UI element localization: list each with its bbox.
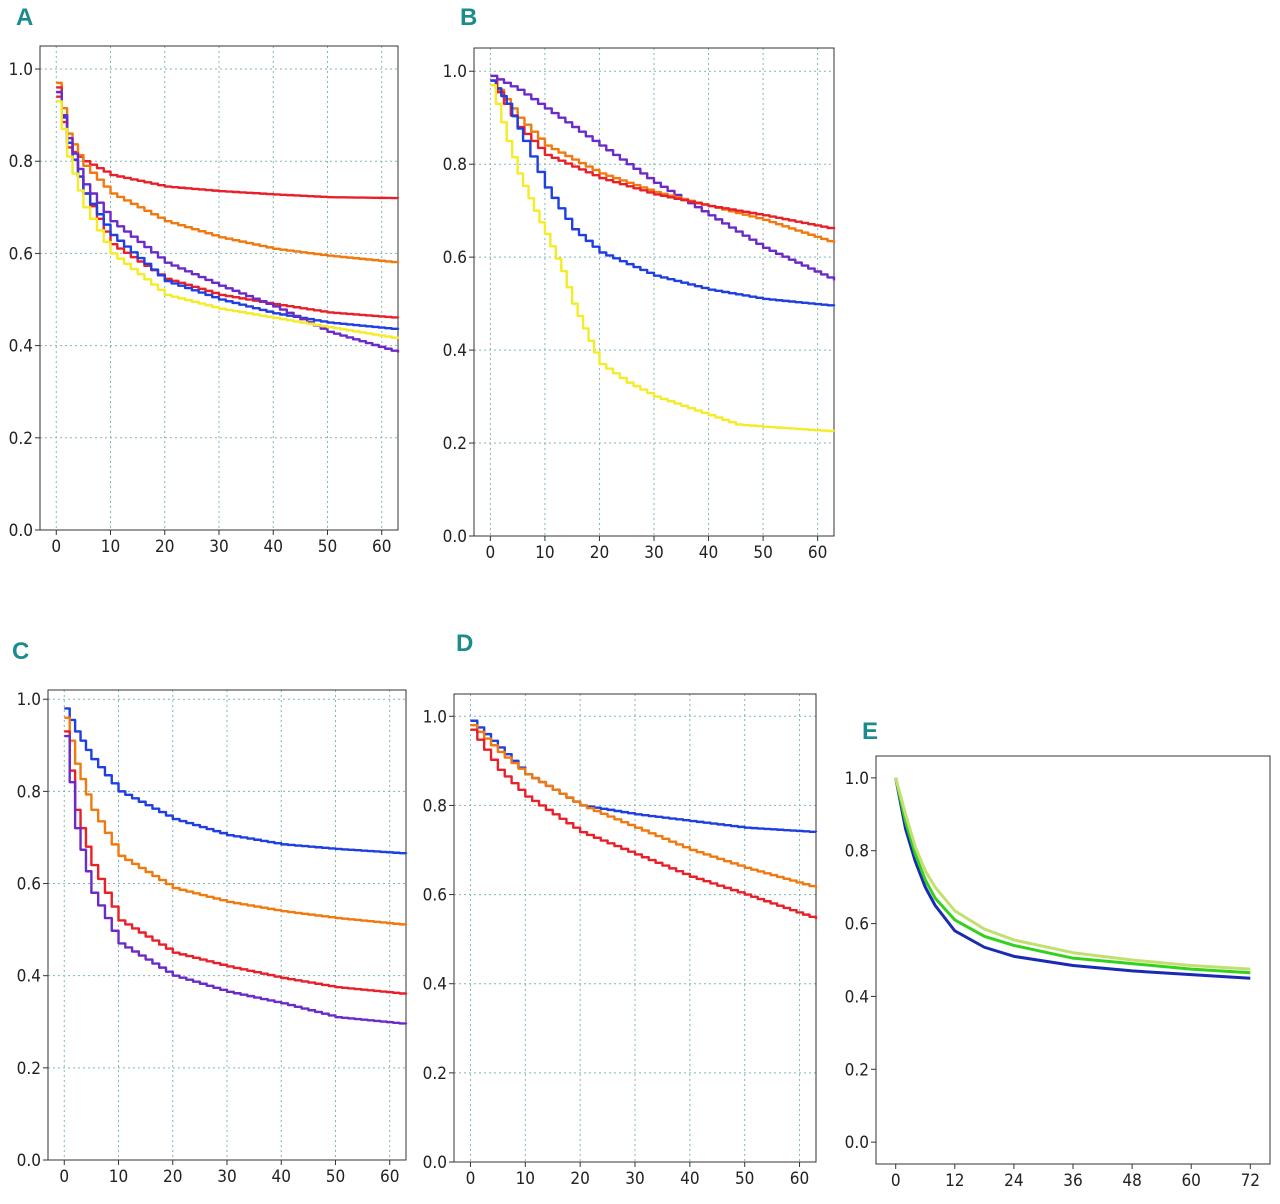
x-tick-label: 30 xyxy=(625,1169,644,1189)
chart-panel-c: 0 10 20 30 40 50 60 0.0 0.2 0.4 0.6 0.8 1.0 xyxy=(17,689,408,1187)
x-tick-label: 30 xyxy=(217,1167,236,1187)
series-line-blue xyxy=(64,707,408,855)
y-tick-label: 1.0 xyxy=(423,707,447,727)
x-tick-label: 20 xyxy=(155,537,174,557)
y-tick-label: 0.8 xyxy=(845,842,869,862)
x-tick-label: 10 xyxy=(516,1169,535,1189)
x-tick-label: 10 xyxy=(109,1167,128,1187)
series-line-orange xyxy=(64,716,408,926)
x-tick-label: 0 xyxy=(466,1169,476,1189)
x-tick-label: 0 xyxy=(51,537,61,557)
x-tick-label: 60 xyxy=(808,543,827,563)
series-line-yellow xyxy=(56,100,400,339)
x-tick-label: 72 xyxy=(1241,1171,1260,1191)
x-tick-label: 50 xyxy=(326,1167,345,1187)
x-tick-label: 40 xyxy=(264,537,283,557)
y-tick-label: 0.6 xyxy=(9,244,33,264)
series-line-blue xyxy=(470,719,818,833)
y-tick-label: 1.0 xyxy=(443,62,467,82)
panel-letter-d: D xyxy=(456,630,474,657)
y-tick-label: 0.4 xyxy=(17,967,41,987)
series-line-green xyxy=(894,777,1251,975)
y-tick-label: 0.4 xyxy=(9,337,33,357)
chart-panel-e: 0 12 24 36 48 60 72 0.0 0.2 0.4 0.6 0.8 1.0 xyxy=(845,755,1271,1191)
x-tick-label: 60 xyxy=(1181,1171,1200,1191)
y-tick-label: 0.6 xyxy=(17,875,41,895)
y-tick-label: 0.0 xyxy=(443,527,467,547)
y-tick-label: 0.2 xyxy=(17,1059,41,1079)
series-line-red xyxy=(56,86,400,319)
y-tick-label: 0.0 xyxy=(9,521,33,541)
y-tick-label: 0.0 xyxy=(17,1151,41,1171)
y-tick-label: 0.6 xyxy=(443,248,467,268)
series-line-purple xyxy=(56,90,400,353)
x-tick-label: 40 xyxy=(680,1169,699,1189)
series-line-red xyxy=(64,730,408,995)
x-tick-label: 0 xyxy=(485,543,495,563)
series-line-red xyxy=(56,95,400,200)
series-line-orange xyxy=(490,79,836,244)
x-tick-label: 0 xyxy=(59,1167,69,1187)
panel-letter-b: B xyxy=(460,4,478,31)
chart-panel-a: 0 10 20 30 40 50 60 0.0 0.2 0.4 0.6 0.8 1.0 xyxy=(9,45,400,557)
plot-frame xyxy=(473,47,835,537)
x-tick-label: 10 xyxy=(535,543,554,563)
x-tick-label: 60 xyxy=(372,537,391,557)
panel-letter-a: A xyxy=(16,4,34,31)
plot-frame xyxy=(875,755,1271,1165)
y-tick-label: 0.8 xyxy=(423,796,447,816)
series-line-purple xyxy=(490,74,836,281)
x-tick-label: 50 xyxy=(318,537,337,557)
panel-letter-e: E xyxy=(862,718,879,745)
series-line-red xyxy=(490,79,836,230)
y-tick-label: 0.2 xyxy=(845,1060,869,1080)
y-tick-label: 0.6 xyxy=(845,915,869,935)
y-tick-label: 0.2 xyxy=(423,1064,447,1084)
series-line-orange xyxy=(56,81,400,264)
y-tick-label: 0.8 xyxy=(443,155,467,175)
x-tick-label: 20 xyxy=(570,1169,589,1189)
x-tick-label: 40 xyxy=(699,543,718,563)
series-line-orange xyxy=(470,724,818,888)
x-tick-label: 24 xyxy=(1004,1171,1023,1191)
x-tick-label: 30 xyxy=(209,537,228,557)
y-tick-label: 0.2 xyxy=(9,429,33,449)
y-tick-label: 0.8 xyxy=(9,152,33,172)
series-line-red xyxy=(470,728,818,920)
series-line-yellow xyxy=(490,83,836,433)
y-tick-label: 0.0 xyxy=(423,1153,447,1173)
x-tick-label: 48 xyxy=(1122,1171,1141,1191)
y-tick-label: 0.0 xyxy=(845,1133,869,1153)
panel-letter-c: C xyxy=(12,638,30,665)
y-tick-label: 0.2 xyxy=(443,434,467,454)
y-tick-label: 1.0 xyxy=(9,60,33,80)
x-tick-label: 0 xyxy=(891,1171,901,1191)
x-tick-label: 40 xyxy=(272,1167,291,1187)
x-tick-label: 20 xyxy=(590,543,609,563)
series-line-blue xyxy=(56,90,400,331)
y-tick-label: 0.8 xyxy=(17,782,41,802)
y-tick-label: 1.0 xyxy=(17,690,41,710)
chart-panel-b: 0 10 20 30 40 50 60 0.0 0.2 0.4 0.6 0.8 1.0 xyxy=(443,47,836,563)
x-tick-label: 60 xyxy=(790,1169,809,1189)
series-line-blue xyxy=(490,79,836,307)
x-tick-label: 10 xyxy=(101,537,120,557)
series-line-purple xyxy=(64,734,408,1025)
y-tick-label: 0.6 xyxy=(423,886,447,906)
series-line-darkblue xyxy=(894,777,1251,980)
y-tick-label: 0.4 xyxy=(443,341,467,361)
series-line-lightgreen xyxy=(894,777,1251,971)
x-tick-label: 60 xyxy=(380,1167,399,1187)
y-tick-label: 1.0 xyxy=(845,769,869,789)
x-tick-label: 30 xyxy=(644,543,663,563)
y-tick-label: 0.4 xyxy=(423,975,447,995)
x-tick-label: 12 xyxy=(945,1171,964,1191)
chart-panel-d: 0 10 20 30 40 50 60 0.0 0.2 0.4 0.6 0.8 1.0 xyxy=(423,693,818,1189)
y-tick-label: 0.4 xyxy=(845,987,869,1007)
x-tick-label: 36 xyxy=(1063,1171,1082,1191)
x-tick-label: 50 xyxy=(735,1169,754,1189)
x-tick-label: 50 xyxy=(753,543,772,563)
x-tick-label: 20 xyxy=(163,1167,182,1187)
